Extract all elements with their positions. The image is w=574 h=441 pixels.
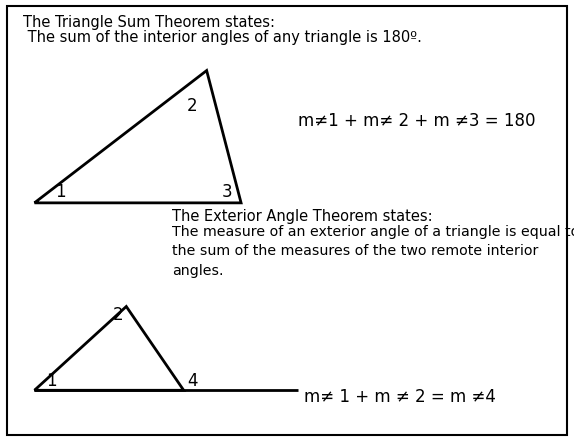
Text: The Triangle Sum Theorem states:: The Triangle Sum Theorem states: xyxy=(23,15,275,30)
Text: m≠ 1 + m ≠ 2 = m ≠4: m≠ 1 + m ≠ 2 = m ≠4 xyxy=(304,388,496,406)
Text: The measure of an exterior angle of a triangle is equal to
the sum of the measur: The measure of an exterior angle of a tr… xyxy=(172,225,574,278)
Text: The Exterior Angle Theorem states:: The Exterior Angle Theorem states: xyxy=(172,209,433,224)
Text: 1: 1 xyxy=(55,183,65,201)
Text: m≠1 + m≠ 2 + m ≠3 = 180: m≠1 + m≠ 2 + m ≠3 = 180 xyxy=(298,112,536,130)
Text: 1: 1 xyxy=(46,373,57,390)
Text: The sum of the interior angles of any triangle is 180º.: The sum of the interior angles of any tr… xyxy=(23,30,422,45)
Text: 3: 3 xyxy=(222,183,232,201)
Text: 2: 2 xyxy=(113,306,123,324)
Text: 4: 4 xyxy=(187,373,197,390)
Text: 2: 2 xyxy=(187,97,197,115)
